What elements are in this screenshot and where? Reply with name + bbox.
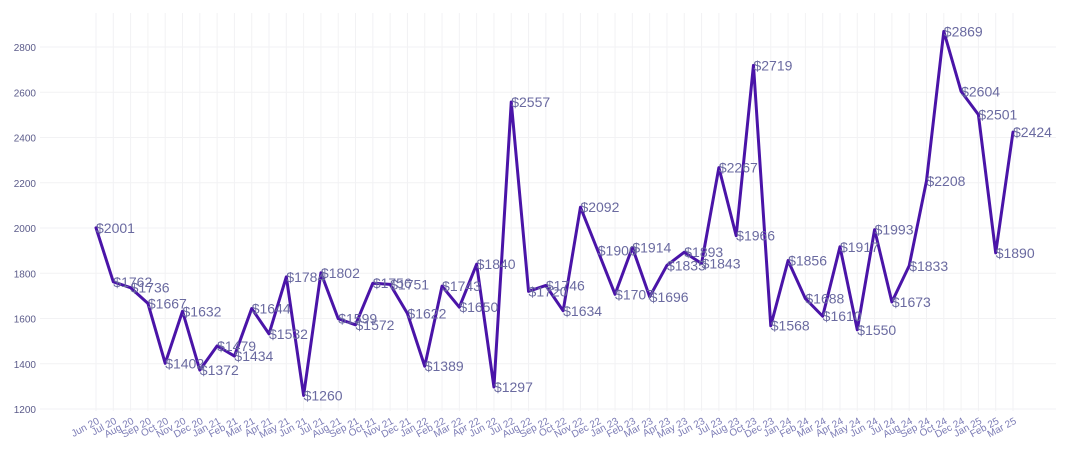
data-label: $2719	[753, 57, 792, 73]
data-label: $2208	[926, 173, 965, 189]
data-label: $1917	[840, 239, 879, 255]
y-tick-label: 1600	[14, 315, 37, 326]
data-label: $1634	[563, 303, 602, 319]
y-tick-label: 2800	[14, 43, 37, 54]
y-axis-ticks: 1200 1400 1600 1800 2000 2200 2400 2600 2800	[14, 43, 37, 416]
data-labels: $2001 $1762$1736$1667 $1402 $1632 $1372 $1479…	[96, 23, 1052, 403]
data-label: $1260	[304, 387, 343, 403]
y-tick-label: 1800	[14, 269, 37, 280]
data-label: $1568	[771, 318, 810, 334]
data-label: $1835	[667, 257, 706, 273]
data-label: $1696	[650, 289, 689, 305]
data-label: $1762	[113, 274, 152, 290]
data-label: $2092	[580, 199, 619, 215]
y-tick-label: 2000	[14, 224, 37, 235]
data-label: $1840	[477, 256, 516, 272]
data-label: $1914	[632, 239, 671, 255]
data-label: $1667	[148, 295, 187, 311]
data-label: $1673	[892, 294, 931, 310]
data-label: $1756	[373, 275, 412, 291]
data-label: $1784	[286, 269, 325, 285]
data-label: $1688	[805, 291, 844, 307]
data-label: $1599	[338, 311, 377, 327]
data-label: $1856	[788, 253, 827, 269]
data-label: $1736	[131, 280, 170, 296]
data-label: $1893	[684, 244, 723, 260]
data-label: $2557	[511, 94, 550, 110]
data-label: $1644	[252, 301, 291, 317]
data-label: $2604	[961, 83, 1000, 99]
data-label: $1532	[269, 326, 308, 342]
data-label: $2501	[978, 107, 1017, 123]
data-label: $1434	[234, 348, 273, 364]
data-label: $2869	[944, 23, 983, 39]
x-grid	[95, 13, 1014, 411]
data-label: $1650	[459, 299, 498, 315]
data-label: $1389	[425, 358, 464, 374]
data-label: $1402	[165, 355, 204, 371]
y-tick-label: 1200	[14, 405, 37, 416]
data-label: $1833	[909, 258, 948, 274]
data-label: $1707	[615, 286, 654, 302]
data-label: $1966	[736, 228, 775, 244]
y-tick-label: 2200	[14, 179, 37, 190]
data-label: $1743	[442, 278, 481, 294]
data-label: $1479	[217, 338, 256, 354]
data-label: $1622	[407, 306, 446, 322]
data-label: $1746	[546, 277, 585, 293]
y-tick-label: 1400	[14, 360, 37, 371]
data-label: $2424	[1013, 124, 1052, 140]
data-label: $1900	[598, 243, 637, 259]
data-label: $2001	[96, 220, 135, 236]
data-label: $1372	[200, 362, 239, 378]
data-label: $1720	[529, 283, 568, 299]
y-tick-label: 2600	[14, 88, 37, 99]
data-label: $1550	[857, 322, 896, 338]
data-label: $1751	[390, 276, 429, 292]
y-tick-label: 2400	[14, 134, 37, 145]
data-label: $1843	[702, 256, 741, 272]
data-label: $1632	[183, 303, 222, 319]
data-label: $1297	[494, 379, 533, 395]
y-grid	[40, 46, 1056, 410]
data-label: $1802	[321, 265, 360, 281]
price-series-line	[94, 29, 1015, 397]
data-label: $1572	[356, 317, 395, 333]
data-label: $1993	[875, 222, 914, 238]
data-label: $2267	[719, 160, 758, 176]
data-label: $1610	[823, 308, 862, 324]
data-label: $1890	[996, 245, 1035, 261]
